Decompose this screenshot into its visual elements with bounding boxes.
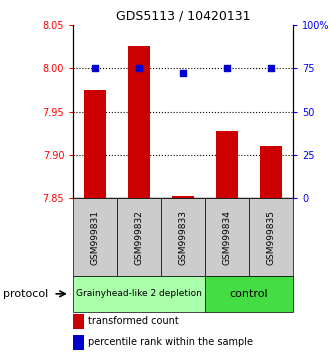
Text: GSM999833: GSM999833 <box>178 210 188 265</box>
Bar <box>205 198 249 276</box>
Point <box>180 70 186 76</box>
Point <box>268 65 274 71</box>
Title: GDS5113 / 10420131: GDS5113 / 10420131 <box>116 9 250 22</box>
Bar <box>128 46 150 198</box>
Bar <box>161 198 205 276</box>
Text: GSM999831: GSM999831 <box>91 210 100 265</box>
Bar <box>84 90 106 198</box>
Bar <box>73 314 84 329</box>
Text: GSM999834: GSM999834 <box>222 210 232 265</box>
Bar <box>73 198 117 276</box>
Text: GSM999832: GSM999832 <box>135 210 144 265</box>
Bar <box>117 198 161 276</box>
Point <box>137 65 142 71</box>
Bar <box>172 196 194 198</box>
Text: percentile rank within the sample: percentile rank within the sample <box>88 337 253 347</box>
Bar <box>73 335 84 350</box>
Text: Grainyhead-like 2 depletion: Grainyhead-like 2 depletion <box>76 289 202 298</box>
Bar <box>73 276 205 312</box>
Text: transformed count: transformed count <box>88 316 179 326</box>
Point <box>224 65 230 71</box>
Bar <box>249 198 293 276</box>
Text: control: control <box>230 289 268 299</box>
Text: GSM999835: GSM999835 <box>266 210 276 265</box>
Bar <box>260 146 282 198</box>
Point <box>93 65 98 71</box>
Bar <box>205 276 293 312</box>
Text: protocol: protocol <box>3 289 49 299</box>
Bar <box>216 131 238 198</box>
